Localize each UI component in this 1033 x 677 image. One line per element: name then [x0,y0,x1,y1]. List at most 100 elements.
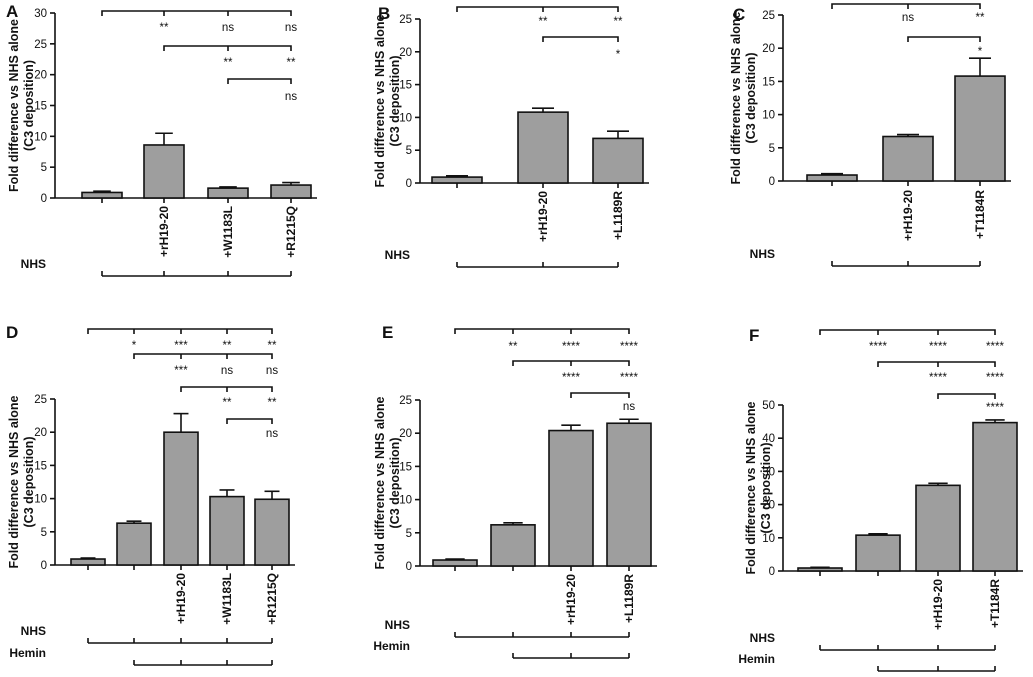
category-label: +W1183L [220,573,234,625]
panel-label: B [378,4,390,23]
bar [431,176,483,184]
y-axis-label-line2: (C3 deposition) [22,60,36,151]
significance-label: **** [620,372,638,384]
panel-label: F [749,326,759,345]
y-axis-label: Fold difference vs NHS alone(C3 depositi… [7,395,36,568]
panel-label: D [6,323,18,342]
significance-label: ** [614,16,623,28]
bar [254,498,290,566]
significance-label: * [616,49,621,61]
bar [517,111,569,184]
significance-label: ** [268,340,277,352]
y-tick-label: 15 [399,461,412,473]
y-tick-label: 0 [41,560,47,572]
y-tick-label: 10 [34,494,47,506]
bar [490,524,536,567]
y-axis-label: Fold difference vs NHS alone(C3 depositi… [373,14,402,187]
significance-label: ** [976,12,985,24]
y-tick-label: 5 [406,528,412,540]
category-label: +rH19-20 [157,206,171,257]
y-tick-label: 5 [41,162,47,174]
y-axis-label-line2: (C3 deposition) [388,438,402,529]
comparison-bracket [133,353,273,359]
comparison-bracket [877,361,996,367]
significance-label: **** [986,341,1004,353]
significance-label: ** [268,397,277,409]
y-tick-label: 10 [762,110,775,122]
bar [207,187,249,199]
y-tick-label: 20 [399,47,412,59]
significance-label: ** [509,341,518,353]
bar [972,421,1018,572]
significance-label: **** [562,341,580,353]
treatment-label: Hemin [9,646,46,660]
bar [882,135,934,182]
category-label: +R1215Q [284,206,298,258]
significance-label: **** [986,372,1004,384]
y-axis-label-line2: (C3 deposition) [744,53,758,144]
significance-label: * [978,46,983,58]
significance-label: ns [902,12,914,24]
significance-label: **** [986,402,1004,414]
y-axis-label-line2: (C3 deposition) [22,437,36,528]
category-label: +rH19-20 [536,191,550,242]
significance-label: **** [929,372,947,384]
treatment-label: NHS [385,618,410,632]
comparison-bracket [87,328,273,334]
bar [432,559,478,567]
y-axis-label-line1: Fold difference vs NHS alone [373,396,387,569]
significance-label: *** [174,365,188,377]
significance-label: **** [562,372,580,384]
y-axis-label: Fold difference vs NHS alone(C3 depositi… [7,19,36,192]
significance-label: ** [223,340,232,352]
bar [915,484,961,572]
treatment-label: NHS [385,248,410,262]
y-tick-label: 0 [41,193,47,205]
bar [209,495,245,566]
y-tick-label: 0 [406,561,412,573]
comparison-bracket [227,78,292,84]
comparison-bracket [831,3,981,9]
significance-label: ** [224,57,233,69]
comparison-bracket [101,10,292,16]
comparison-bracket [454,328,630,334]
y-axis-label-line1: Fold difference vs NHS alone [729,11,743,184]
y-axis-label-line1: Fold difference vs NHS alone [744,401,758,574]
bar [592,137,644,184]
y-tick-label: 20 [34,70,47,82]
category-label: +R1215Q [265,573,279,625]
comparison-bracket [819,329,996,335]
significance-label: **** [620,341,638,353]
bar [81,191,123,199]
category-label: +rH19-20 [174,573,188,624]
comparison-bracket [226,418,273,424]
significance-label: ns [285,91,297,103]
bar [116,522,152,566]
category-label: +rH19-20 [931,579,945,630]
treatment-label: Hemin [373,639,410,653]
y-tick-label: 20 [399,428,412,440]
category-label: +W1183L [221,206,235,258]
bar [163,431,199,566]
y-axis-label: Fold difference vs NHS alone(C3 depositi… [373,396,402,569]
y-tick-label: 25 [762,10,775,22]
y-tick-label: 25 [34,39,47,51]
bar [270,184,312,199]
y-tick-label: 0 [769,176,775,188]
y-tick-label: 20 [762,500,775,512]
y-tick-label: 10 [762,533,775,545]
y-tick-label: 40 [762,433,775,445]
significance-label: ** [223,397,232,409]
bar [797,567,843,572]
y-tick-label: 5 [769,143,775,155]
comparison-bracket [937,393,996,399]
y-tick-label: 25 [399,395,412,407]
y-axis-label-line1: Fold difference vs NHS alone [373,14,387,187]
significance-label: *** [174,340,188,352]
y-tick-label: 15 [399,80,412,92]
panel-label: E [382,323,393,342]
y-tick-label: 15 [762,76,775,88]
comparison-bracket [456,6,619,12]
